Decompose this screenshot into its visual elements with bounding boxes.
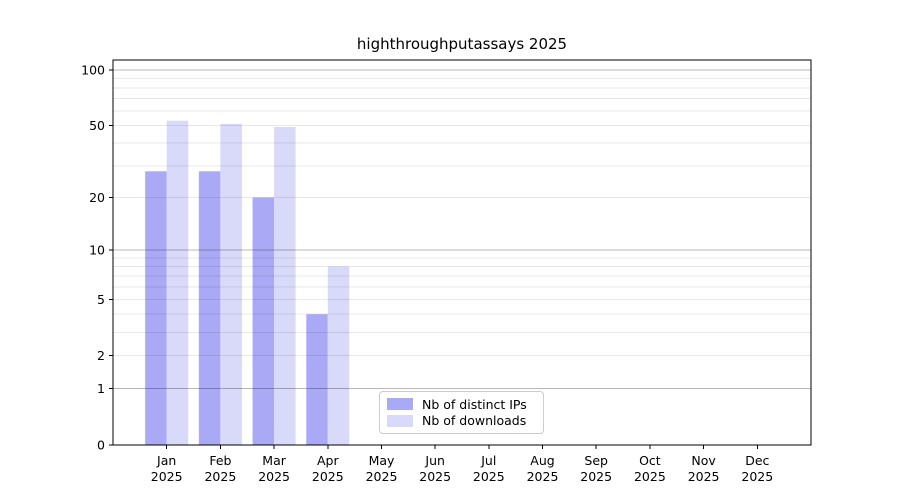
x-tick-label-month: Jul [480,453,496,468]
x-tick-label-year: 2025 [580,469,612,484]
bar-jan-distinct-ips [145,171,167,446]
legend: Nb of distinct IPs Nb of downloads [379,391,544,434]
plot-spines [112,59,812,446]
bar-feb-downloads [220,123,242,446]
legend-swatch-distinct-ips-icon [387,398,413,411]
x-tick-label-month: Aug [530,453,554,468]
x-tick-label-year: 2025 [312,469,344,484]
x-tick-label-month: Jan [156,453,176,468]
x-tick-label-month: Dec [745,453,769,468]
x-tick-label-month: May [369,453,395,468]
y-tick-label: 1 [97,381,105,396]
x-tick-label-year: 2025 [151,469,183,484]
bar-jan-downloads [166,120,189,445]
legend-swatch-downloads-icon [387,414,413,427]
x-tick-label-month: Feb [209,453,231,468]
bar-feb-distinct-ips [198,171,221,446]
bar-mar-distinct-ips [252,197,275,445]
y-tick-label: 10 [89,243,105,258]
x-tick-label-year: 2025 [204,469,236,484]
x-tick-label-year: 2025 [419,469,451,484]
x-tick-label-month: Nov [691,453,716,468]
bar-apr-distinct-ips [306,314,328,445]
y-tick-label: 0 [97,438,105,453]
x-tick-label-month: Sep [584,453,608,468]
x-tick-label-month: Apr [317,453,339,468]
x-tick-label-year: 2025 [473,469,505,484]
y-tick-label: 2 [97,348,105,363]
x-tick-label-year: 2025 [741,469,773,484]
x-tick-label-year: 2025 [688,469,720,484]
bar-mar-downloads [274,127,296,445]
y-tick-label: 50 [89,118,105,133]
legend-label-distinct-ips: Nb of distinct IPs [422,396,527,412]
y-tick-label: 20 [89,190,105,205]
x-tick-label-year: 2025 [366,469,398,484]
bar-apr-downloads [327,266,350,445]
y-tick-label: 100 [81,62,105,77]
x-tick-label-month: Jun [424,453,445,468]
x-tick-label-year: 2025 [258,469,290,484]
x-tick-label-month: Oct [639,453,661,468]
y-tick-label: 5 [97,292,105,307]
chart-title: highthroughputassays 2025 [356,35,568,53]
legend-item-downloads: Nb of downloads [387,413,535,428]
x-tick-label-month: Mar [262,453,286,468]
x-tick-label-year: 2025 [634,469,666,484]
legend-label-downloads: Nb of downloads [422,413,527,429]
legend-item-distinct-ips: Nb of distinct IPs [387,397,535,412]
x-tick-label-year: 2025 [527,469,559,484]
